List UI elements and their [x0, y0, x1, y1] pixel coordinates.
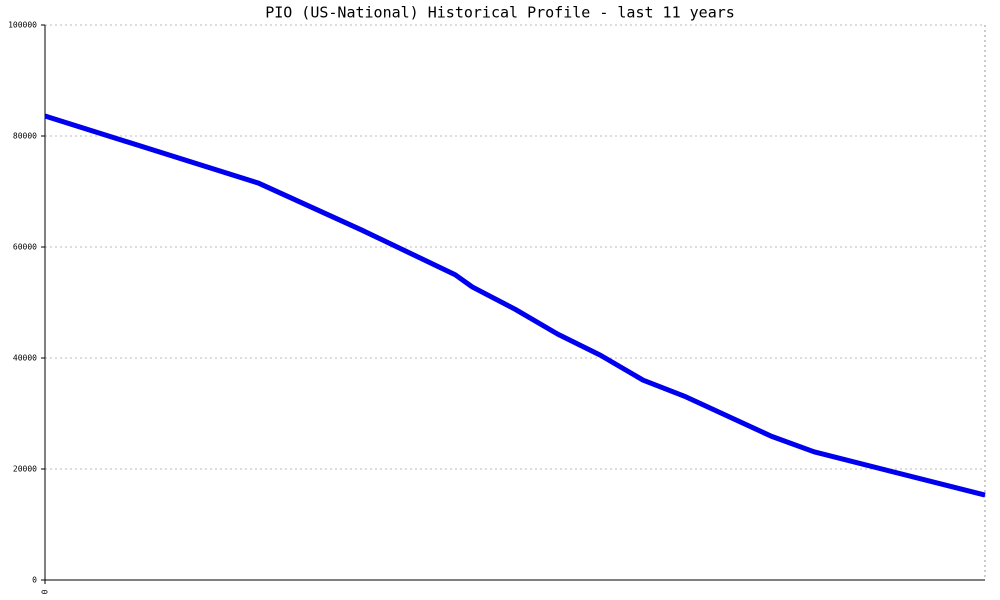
y-tick-label: 80000	[13, 132, 37, 141]
y-tick-label: 40000	[13, 354, 37, 363]
y-tick-label: 60000	[13, 243, 37, 252]
data-line	[44, 113, 986, 498]
y-tick-label: 100000	[8, 21, 37, 30]
y-tick-label: 0	[32, 576, 37, 585]
chart-title: PIO (US-National) Historical Profile - l…	[265, 4, 735, 22]
x-tick-label: 0	[41, 589, 50, 594]
y-tick-label: 20000	[13, 465, 37, 474]
